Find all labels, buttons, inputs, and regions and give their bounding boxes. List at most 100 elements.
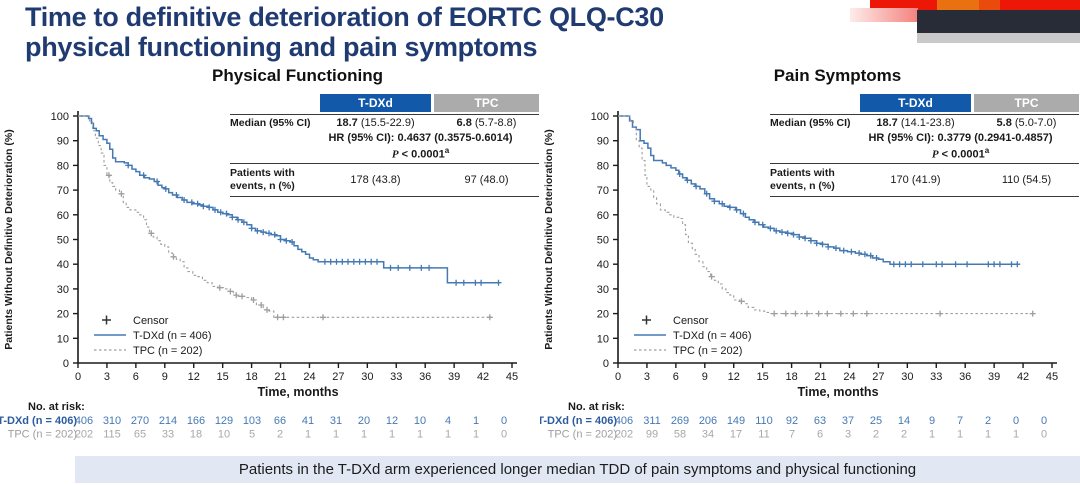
- svg-text:6: 6: [673, 371, 679, 383]
- svg-text:92: 92: [786, 415, 798, 427]
- svg-text:1: 1: [929, 429, 935, 441]
- stats-header-tdxd: T-DXd: [320, 94, 431, 112]
- events-tpc-value: 110 (54.5): [1001, 173, 1052, 186]
- svg-text:40: 40: [597, 259, 609, 271]
- median-label: Median (95% CI): [770, 117, 851, 129]
- svg-text:80: 80: [597, 160, 609, 172]
- svg-text:37: 37: [842, 415, 854, 427]
- svg-text:103: 103: [243, 415, 261, 427]
- svg-text:214: 214: [159, 415, 177, 427]
- svg-text:11: 11: [758, 429, 769, 441]
- svg-text:0: 0: [1041, 415, 1047, 427]
- events-tdxd-value: 170 (41.9): [890, 173, 941, 186]
- events-label: Patients with events, n (%): [230, 166, 295, 192]
- svg-text:17: 17: [730, 429, 742, 441]
- svg-text:21: 21: [274, 371, 286, 383]
- svg-text:30: 30: [57, 284, 69, 296]
- svg-text:2: 2: [985, 415, 991, 427]
- svg-text:12: 12: [386, 415, 398, 427]
- svg-text:269: 269: [671, 415, 689, 427]
- svg-text:1: 1: [361, 429, 367, 441]
- svg-text:0: 0: [1013, 415, 1019, 427]
- stats-header-row: T-DXd TPC: [230, 94, 539, 112]
- svg-text:42: 42: [477, 371, 489, 383]
- svg-text:3: 3: [845, 429, 851, 441]
- footer-banner: Patients in the T-DXd arm experienced lo…: [75, 456, 1080, 483]
- svg-text:Time, months: Time, months: [257, 385, 338, 399]
- svg-text:TPC (n = 202): TPC (n = 202): [8, 429, 77, 441]
- stats-table-pain-symptoms: T-DXd TPC Median (95% CI) 18.7 (14.1-23.…: [770, 94, 1079, 198]
- svg-text:0: 0: [1041, 429, 1047, 441]
- svg-text:36: 36: [959, 371, 971, 383]
- svg-text:30: 30: [361, 371, 373, 383]
- svg-text:149: 149: [727, 415, 745, 427]
- median-tdxd-value: 18.7 (14.1-23.8): [876, 117, 955, 129]
- svg-text:1: 1: [473, 415, 479, 427]
- stats-divider: [230, 162, 539, 164]
- events-row: Patients with events, n (%) 170 (41.9) 1…: [770, 167, 1079, 193]
- svg-text:27: 27: [332, 371, 344, 383]
- svg-text:30: 30: [597, 284, 609, 296]
- svg-text:Time, months: Time, months: [797, 385, 878, 399]
- svg-text:0: 0: [63, 358, 69, 370]
- chart-panel-pain-symptoms: Pain Symptoms 0 10 20 30 40 50 60 70 80 90 100 0 3 6 9…: [540, 64, 1080, 456]
- svg-text:40: 40: [57, 259, 69, 271]
- svg-text:14: 14: [898, 415, 910, 427]
- svg-text:3: 3: [104, 371, 110, 383]
- svg-text:33: 33: [930, 371, 942, 383]
- svg-text:1: 1: [473, 429, 479, 441]
- page-title: Time to definitive deterioration of EORT…: [25, 2, 664, 62]
- events-tdxd-value: 178 (43.8): [350, 173, 401, 186]
- svg-text:18: 18: [785, 371, 797, 383]
- svg-text:39: 39: [988, 371, 1000, 383]
- svg-text:39: 39: [448, 371, 460, 383]
- logo-red-strip: [870, 0, 1080, 10]
- svg-text:TPC (n = 202): TPC (n = 202): [548, 429, 617, 441]
- svg-text:50: 50: [597, 235, 609, 247]
- svg-text:406: 406: [75, 415, 93, 427]
- svg-text:TPC (n = 202): TPC (n = 202): [673, 345, 742, 357]
- chart-title-physical-functioning: Physical Functioning: [212, 66, 383, 85]
- svg-text:1: 1: [957, 429, 963, 441]
- svg-text:10: 10: [57, 333, 69, 345]
- svg-text:2: 2: [901, 429, 907, 441]
- svg-text:1: 1: [985, 429, 991, 441]
- svg-text:34: 34: [702, 429, 714, 441]
- svg-text:20: 20: [358, 415, 370, 427]
- svg-text:T-DXd (n = 406): T-DXd (n = 406): [540, 415, 617, 427]
- svg-text:2: 2: [277, 429, 283, 441]
- p-value-row: P < 0.0001a: [931, 146, 990, 161]
- stats-header-tpc: TPC: [974, 94, 1079, 112]
- svg-text:41: 41: [302, 415, 314, 427]
- svg-text:Patients Without Definitive De: Patients Without Definitive Deterioratio…: [3, 129, 15, 349]
- svg-text:310: 310: [103, 415, 121, 427]
- svg-text:31: 31: [330, 415, 342, 427]
- chart-panel-physical-functioning: Physical Functioning 0 10 20 30 40 50 60 70 80 90…: [0, 64, 540, 456]
- svg-text:Censor: Censor: [133, 315, 169, 327]
- median-row: Median (95% CI) 18.7 (14.1-23.8) 5.8 (5.…: [770, 117, 1079, 130]
- svg-text:42: 42: [1017, 371, 1029, 383]
- hazard-ratio-row: HR (95% CI): 0.4637 (0.3575-0.6014): [328, 132, 513, 145]
- svg-text:7: 7: [789, 429, 795, 441]
- events-label: Patients with events, n (%): [770, 166, 835, 192]
- svg-text:206: 206: [699, 415, 717, 427]
- svg-text:20: 20: [597, 309, 609, 321]
- svg-text:90: 90: [597, 136, 609, 148]
- svg-text:60: 60: [597, 210, 609, 222]
- svg-text:T-DXd (n = 406): T-DXd (n = 406): [133, 330, 212, 342]
- svg-text:202: 202: [75, 429, 93, 441]
- chart-title-pain-symptoms: Pain Symptoms: [773, 66, 902, 85]
- svg-text:9: 9: [702, 371, 708, 383]
- svg-text:20: 20: [57, 309, 69, 321]
- svg-text:0: 0: [615, 371, 621, 383]
- svg-text:12: 12: [728, 371, 740, 383]
- median-tdxd-value: 18.7 (15.5-22.9): [336, 117, 415, 129]
- median-tpc-value: 6.8 (5.7-8.8): [456, 117, 517, 129]
- svg-text:0: 0: [501, 429, 507, 441]
- svg-text:10: 10: [597, 333, 609, 345]
- svg-text:0: 0: [75, 371, 81, 383]
- p-value-row: P < 0.0001a: [391, 146, 450, 161]
- hazard-ratio-row: HR (95% CI): 0.3779 (0.2941-0.4857): [868, 132, 1053, 145]
